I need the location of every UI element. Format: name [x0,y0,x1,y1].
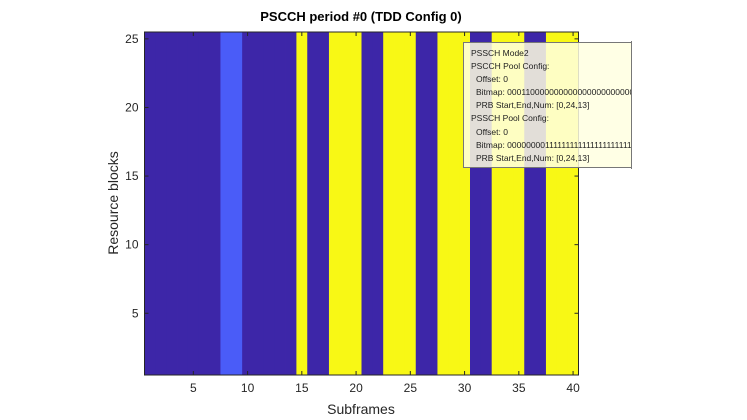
subframe-column [187,32,200,375]
subframe-column [253,32,265,375]
y-tick-label: 20 [125,100,139,114]
subframe-column [296,32,308,375]
subframe-column [231,32,243,375]
subframe-column [404,32,417,375]
subframe-column [242,32,254,375]
x-tick-label: 40 [566,381,580,395]
legend-line: Bitmap: 00011000000000000000000000000000… [476,87,631,98]
subframe-column [480,32,493,375]
subframe-column [383,32,395,375]
y-tick-label: 15 [125,169,139,183]
subframe-column [285,32,297,375]
subframe-column [524,32,536,375]
subframe-column [567,32,579,375]
subframe-column [513,32,525,375]
x-ticks: 5 10 15 20 25 30 35 40 [190,32,580,395]
subframe-column [220,32,232,375]
legend-line: PSCCH Pool Config: [471,61,550,72]
subframe-column [415,32,427,375]
subframe-column [372,32,384,375]
subframe-column [448,32,460,375]
subframe-column [209,32,221,375]
x-tick-label: 5 [190,381,197,395]
subframe-column [470,32,482,375]
legend-line: PSSCH Pool Config: [471,113,549,124]
legend-annotation: PSSCH Mode2 PSCCH Pool Config: Offset: 0… [463,42,631,168]
subframe-column [307,32,319,375]
legend-line: PRB Start,End,Num: [0,24,13] [476,100,590,111]
legend-border [631,41,632,169]
chart-title: PSCCH period #0 (TDD Config 0) [260,9,462,24]
subframe-column [339,32,352,375]
subframe-column [263,32,276,375]
subframe-column [274,32,286,375]
subframe-column [328,32,341,375]
plot-frame [144,31,579,376]
legend-line: Offset: 0 [476,74,508,85]
subframe-column [166,32,178,375]
subframe-column [545,32,558,375]
legend-line: Offset: 0 [476,126,508,137]
y-tick-label: 10 [125,238,139,252]
x-tick-label: 10 [241,381,255,395]
subframe-column [437,32,449,375]
legend-line: PRB Start,End,Num: [0,24,13] [476,152,590,163]
subframe-column [394,32,406,375]
subframe-column [426,32,438,375]
y-ticks: 5 10 15 20 25 [125,32,579,320]
subframe-column [155,32,167,375]
subframe-column [502,32,514,375]
subframe-column [198,32,210,375]
subframe-column [535,32,547,375]
x-axis-label: Subframes [327,401,395,417]
legend-line: PSSCH Mode2 [471,48,529,58]
subframe-column [144,32,156,375]
y-tick-label: 5 [132,306,139,320]
x-tick-label: 30 [458,381,472,395]
subframe-column [350,32,362,375]
heatmap-cells [144,32,579,375]
subframe-column [459,32,471,375]
x-tick-label: 35 [512,381,526,395]
legend-line: Bitmap: 00000000111111111111111111111111… [476,139,631,150]
subframe-column [556,32,569,375]
y-tick-label: 25 [125,32,139,46]
x-tick-label: 25 [404,381,418,395]
x-tick-label: 15 [295,381,309,395]
x-tick-label: 20 [349,381,363,395]
subframe-column [491,32,503,375]
subframe-column [177,32,189,375]
subframe-column [361,32,373,375]
subframe-column [318,32,330,375]
y-axis-label: Resource blocks [105,151,121,255]
